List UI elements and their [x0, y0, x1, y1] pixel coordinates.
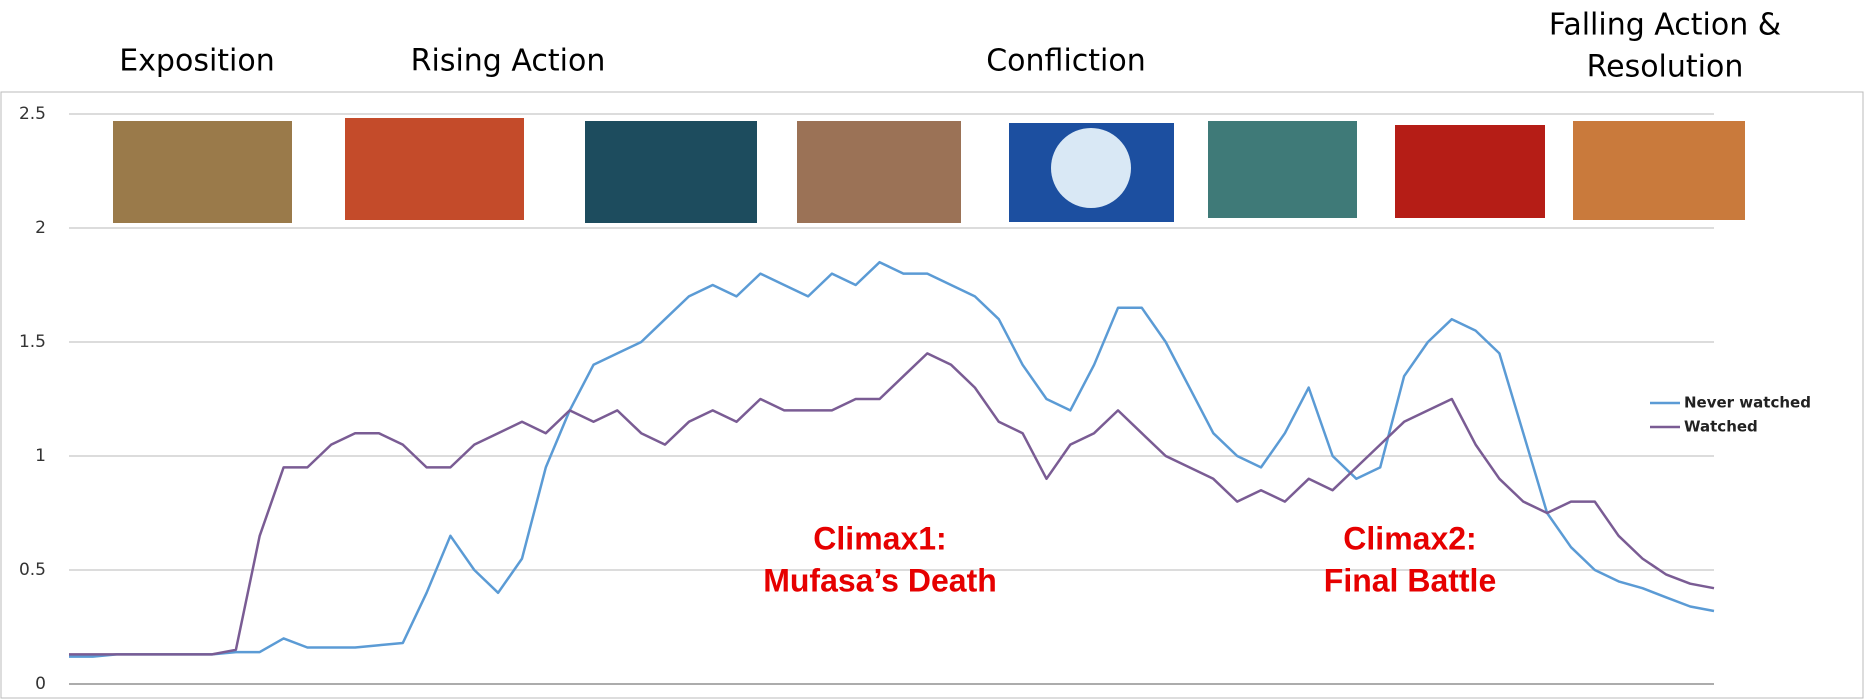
- annotation: Climax2:: [1343, 520, 1476, 556]
- y-tick-label: 1.5: [19, 332, 46, 352]
- y-tick-label: 2: [35, 218, 46, 238]
- stage-label: Rising Action: [411, 44, 606, 79]
- scene-image: [585, 121, 757, 223]
- legend-label: Watched: [1684, 418, 1758, 436]
- scene-image: [1395, 125, 1545, 218]
- scene-image-moon: [1051, 128, 1131, 208]
- stage-label: Confliction: [986, 44, 1146, 79]
- stage-label: Exposition: [119, 44, 275, 79]
- scene-image: [797, 121, 961, 223]
- scene-image: [113, 121, 292, 223]
- scene-image: [1573, 121, 1745, 220]
- y-tick-label: 1: [35, 446, 46, 466]
- legend-label: Never watched: [1684, 394, 1811, 412]
- annotation: Climax1:: [813, 520, 946, 556]
- chart: Exposition Rising Action Confliction Fal…: [0, 0, 1865, 700]
- stage-label: Falling Action &: [1549, 8, 1781, 43]
- stage-label: Resolution: [1587, 50, 1744, 85]
- annotation: Final Battle: [1324, 562, 1496, 598]
- y-tick-label: 2.5: [19, 104, 46, 124]
- scene-image: [1208, 121, 1357, 218]
- scene-images: [113, 118, 1745, 223]
- annotation: Mufasa’s Death: [763, 562, 997, 598]
- scene-image: [345, 118, 524, 220]
- y-tick-label: 0: [35, 674, 46, 694]
- y-tick-label: 0.5: [19, 560, 46, 580]
